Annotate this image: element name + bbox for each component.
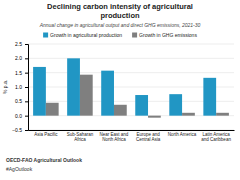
tick-mark — [25, 116, 28, 117]
legend-item: Growth in GHG emissions — [132, 32, 197, 38]
bar — [80, 75, 93, 116]
tick: Latin Americaand Caribbean — [201, 132, 231, 142]
bar — [216, 113, 229, 116]
subtitle: Annual change in agricultural output and… — [39, 22, 201, 28]
grid — [28, 44, 234, 130]
bar-series — [33, 58, 216, 115]
tick: 1.5 — [15, 70, 28, 76]
tick-mark — [25, 58, 28, 59]
tick: Asia Pacific — [34, 132, 58, 137]
annotation: #AgOutlook — [6, 166, 33, 172]
grid-line — [28, 44, 234, 45]
bar-series — [46, 75, 229, 118]
tick-mark — [25, 101, 28, 102]
grid-line — [28, 58, 234, 59]
tick: Europe andCentral Asia — [136, 132, 161, 142]
tick: Near East andNorth Africa — [100, 132, 129, 142]
tick: 0.5 — [15, 98, 28, 104]
tick-label: 1.5 — [15, 70, 22, 76]
tick: North America — [168, 132, 197, 137]
tick-label: 0.5 — [15, 98, 22, 104]
tick-label: Near East andNorth Africa — [100, 132, 129, 142]
tick-label: North America — [168, 132, 197, 137]
legend: Growth in agricultural production Growth … — [43, 32, 197, 38]
title: Declining carbon intensity of agricultur… — [47, 2, 193, 20]
tick-label: −0.5 — [12, 127, 22, 133]
legend-label: Growth in GHG emissions — [139, 32, 197, 38]
bar — [67, 58, 80, 115]
tick-mark — [25, 44, 28, 45]
tick: 0.0 — [15, 113, 28, 119]
tick-mark — [25, 130, 28, 131]
tick: 2.0 — [15, 55, 28, 61]
tick: 1.0 — [15, 84, 28, 90]
bar — [114, 105, 127, 116]
legend-swatch — [132, 33, 137, 38]
tick-label: Asia Pacific — [34, 132, 58, 137]
bars — [33, 58, 229, 117]
grid-line — [28, 101, 234, 102]
tick-label: 2.0 — [15, 55, 22, 61]
tick-label: 0.0 — [15, 113, 22, 119]
tick: Sub-SaharanAfrica — [67, 132, 94, 142]
bar — [148, 116, 161, 118]
legend-label: Growth in agricultural production — [50, 32, 122, 38]
bar — [46, 103, 59, 116]
tick-label: Latin Americaand Caribbean — [201, 132, 231, 142]
axis-line — [25, 45, 29, 131]
annotation: OECD-FAO Agricultural Outlook — [6, 157, 82, 163]
tick-label: Europe andCentral Asia — [136, 132, 161, 142]
bar — [169, 94, 182, 116]
grid-line — [28, 130, 234, 131]
grid-line — [28, 72, 234, 73]
tick: 2.5 — [15, 41, 28, 47]
tick-mark — [25, 73, 28, 74]
axis-line — [29, 130, 235, 131]
bar — [33, 67, 46, 116]
axis-title: % p.a. — [2, 80, 8, 94]
tick-mark — [25, 87, 28, 88]
tick-label: 1.0 — [15, 84, 22, 90]
grid-line — [28, 115, 234, 116]
legend-item: Growth in agricultural production — [43, 32, 122, 38]
bar — [182, 113, 195, 116]
chart: Declining carbon intensity of agricultur… — [0, 0, 240, 180]
x-axis: Asia Pacific Sub-SaharanAfrica Near East a… — [29, 131, 235, 143]
tick-label: Sub-SaharanAfrica — [67, 132, 94, 142]
legend-swatch — [43, 33, 48, 38]
tick: −0.5 — [12, 127, 28, 133]
bar — [135, 95, 148, 116]
bar — [203, 78, 216, 116]
y-axis: −0.5 0.0 0.5 1.0 1.5 2.0 2.5 — [12, 41, 28, 133]
tick-label: 2.5 — [15, 41, 22, 47]
bar — [101, 71, 114, 116]
grid-line — [28, 87, 234, 88]
